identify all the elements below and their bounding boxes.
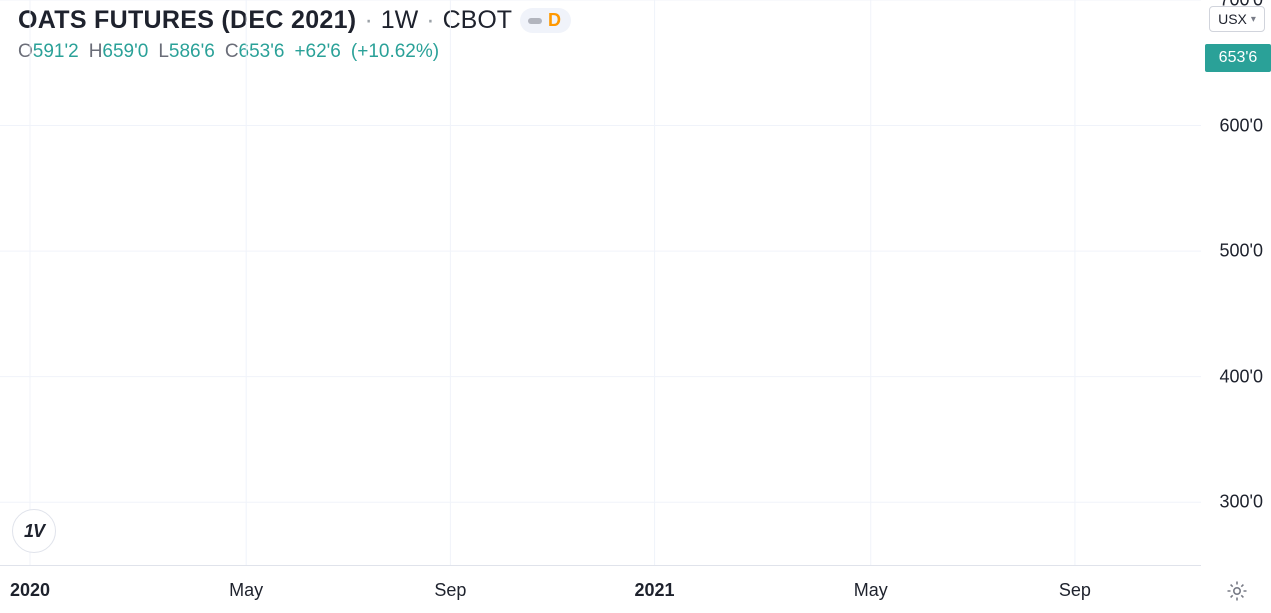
time-tick: 2021 <box>635 580 675 601</box>
time-tick: Sep <box>434 580 466 601</box>
time-tick: 2020 <box>10 580 50 601</box>
time-tick: May <box>229 580 263 601</box>
candlestick-chart[interactable] <box>0 0 1201 565</box>
price-axis[interactable]: 300'0 400'0 500'0 600'0 700'0 653'6 <box>1201 0 1271 565</box>
price-tick: 700'0 <box>1220 0 1263 11</box>
price-tick: 500'0 <box>1220 241 1263 262</box>
price-tick: 600'0 <box>1220 115 1263 136</box>
time-tick: May <box>854 580 888 601</box>
chart-settings-button[interactable] <box>1223 577 1251 605</box>
gear-icon <box>1225 579 1249 603</box>
tradingview-logo[interactable]: 1V <box>12 509 56 553</box>
price-tick: 400'0 <box>1220 366 1263 387</box>
time-axis[interactable]: 2020 May Sep 2021 May Sep <box>0 565 1201 613</box>
price-tick: 300'0 <box>1220 492 1263 513</box>
last-price-badge: 653'6 <box>1205 44 1271 72</box>
time-tick: Sep <box>1059 580 1091 601</box>
